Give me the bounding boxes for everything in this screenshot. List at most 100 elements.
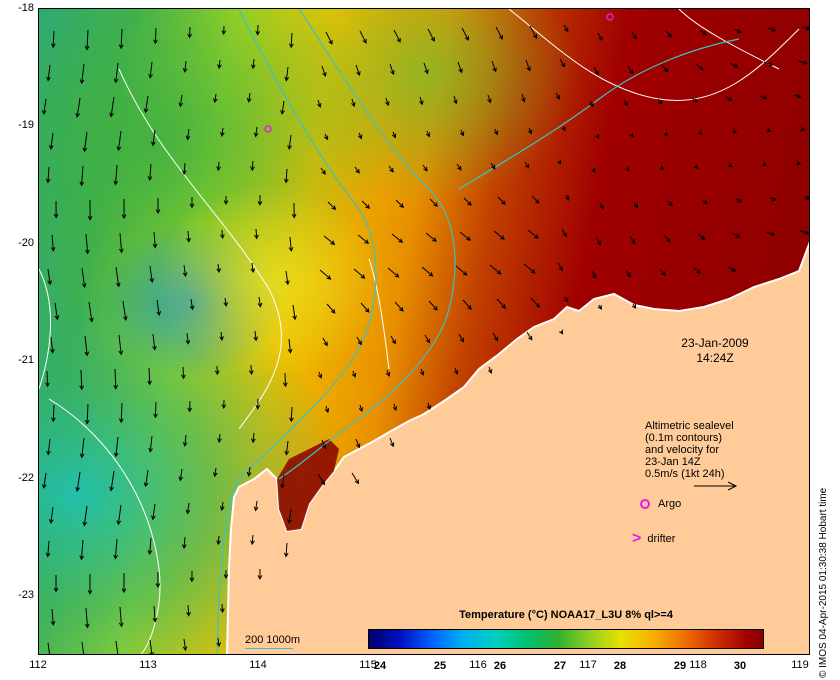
- velocity-arrow: [118, 28, 124, 50]
- legend-line: 23-Jan 14Z: [645, 456, 701, 468]
- velocity-arrow: [422, 164, 428, 172]
- bathymetry-label: 200 1000m: [245, 634, 301, 646]
- velocity-arrow: [425, 130, 431, 138]
- velocity-arrow: [115, 640, 119, 654]
- velocity-arrow: [625, 166, 630, 172]
- velocity-arrow: [319, 269, 332, 280]
- velocity-arrow: [79, 165, 85, 187]
- velocity-arrow: [359, 30, 367, 44]
- velocity-arrow: [216, 535, 221, 546]
- velocity-arrow: [327, 201, 337, 211]
- velocity-arrow: [118, 334, 124, 356]
- velocity-arrow: [759, 95, 768, 100]
- velocity-arrow: [357, 132, 363, 140]
- velocity-arrow: [491, 60, 497, 73]
- velocity-arrow: [800, 126, 806, 132]
- lon-label: 116: [469, 659, 487, 671]
- velocity-arrow: [284, 440, 290, 456]
- colorbar-tick: 29: [673, 660, 687, 672]
- velocity-arrow: [392, 403, 398, 412]
- velocity-arrow: [216, 637, 221, 648]
- velocity-arrow: [556, 159, 562, 165]
- velocity-arrow: [250, 160, 255, 172]
- velocity-arrow: [631, 31, 637, 40]
- bathymetry-line-sample: [245, 648, 293, 649]
- velocity-arrow: [284, 66, 290, 82]
- velocity-arrow: [424, 334, 430, 344]
- altimetry-legend: Altimetric sealevel (0.1m contours) and …: [645, 420, 755, 480]
- velocity-arrow: [388, 165, 394, 173]
- velocity-arrow: [283, 542, 289, 558]
- legend-line: 0.5m/s (1kt 24h): [645, 468, 725, 480]
- velocity-arrow: [153, 27, 158, 45]
- velocity-arrow: [122, 300, 128, 322]
- velocity-arrow: [182, 434, 188, 447]
- velocity-arrow: [189, 570, 195, 583]
- velocity-arrow: [487, 366, 493, 374]
- velocity-arrow: [287, 338, 293, 354]
- velocity-arrow: [185, 128, 191, 141]
- velocity-arrow: [156, 299, 162, 317]
- argo-circle-icon: [640, 499, 650, 510]
- velocity-arrow: [453, 95, 458, 105]
- velocity-arrow: [152, 605, 158, 623]
- velocity-arrow: [113, 62, 119, 84]
- velocity-arrow: [355, 438, 361, 449]
- velocity-arrow: [358, 404, 364, 413]
- velocity-arrow: [320, 167, 326, 175]
- velocity-arrow: [155, 571, 161, 589]
- velocity-arrow: [118, 402, 124, 424]
- sealevel-contours: [39, 9, 800, 654]
- velocity-arrow: [419, 368, 425, 376]
- velocity-arrow: [75, 97, 81, 118]
- timestamp-time: 14:24Z: [696, 351, 734, 365]
- velocity-arrow: [657, 98, 663, 105]
- velocity-arrow: [459, 231, 471, 241]
- velocity-arrow: [763, 61, 774, 67]
- sst-map[interactable]: [38, 8, 810, 655]
- velocity-arrow: [257, 296, 263, 308]
- velocity-arrow: [697, 233, 706, 241]
- colorbar-tick: 27: [553, 660, 567, 672]
- velocity-arrow: [50, 608, 56, 626]
- velocity-arrow: [85, 233, 90, 255]
- velocity-arrow: [81, 641, 85, 654]
- velocity-arrow: [189, 196, 195, 209]
- velocity-arrow: [525, 59, 531, 72]
- lon-label: 112: [29, 659, 47, 671]
- velocity-arrow: [48, 132, 54, 150]
- velocity-arrow: [321, 65, 327, 78]
- lon-label: 119: [791, 659, 809, 671]
- velocity-arrow: [492, 332, 499, 342]
- velocity-arrow: [767, 27, 777, 32]
- velocity-arrow: [555, 92, 561, 100]
- imos-credit: © IMOS 04-Apr-2015 01:30:38 Hobart time: [818, 487, 829, 678]
- velocity-arrow: [84, 335, 90, 357]
- velocity-arrow: [765, 231, 776, 237]
- velocity-arrow: [455, 265, 468, 276]
- velocity-arrow: [419, 96, 424, 106]
- velocity-arrow: [254, 228, 259, 240]
- velocity-arrow: [121, 572, 127, 594]
- velocity-arrow: [799, 230, 809, 235]
- colorbar-tick: 28: [613, 660, 627, 672]
- velocity-arrow: [291, 202, 297, 219]
- velocity-arrow: [285, 270, 290, 286]
- velocity-arrow: [387, 267, 400, 278]
- velocity-arrow: [250, 262, 256, 274]
- velocity-arrow: [47, 268, 53, 286]
- velocity-arrow: [457, 61, 463, 74]
- velocity-arrow: [627, 65, 634, 75]
- velocity-arrow: [223, 195, 229, 206]
- velocity-arrow: [178, 94, 184, 108]
- velocity-arrow: [393, 29, 401, 43]
- velocity-arrow: [490, 162, 496, 170]
- velocity-arrow: [75, 471, 81, 492]
- velocity-arrow: [47, 642, 51, 654]
- velocity-arrow: [796, 160, 802, 166]
- velocity-arrow: [289, 406, 294, 423]
- velocity-arrow: [79, 63, 85, 85]
- argo-float-marker: [264, 125, 272, 133]
- velocity-arrow: [322, 337, 328, 347]
- colorbar-tick: 26: [493, 660, 507, 672]
